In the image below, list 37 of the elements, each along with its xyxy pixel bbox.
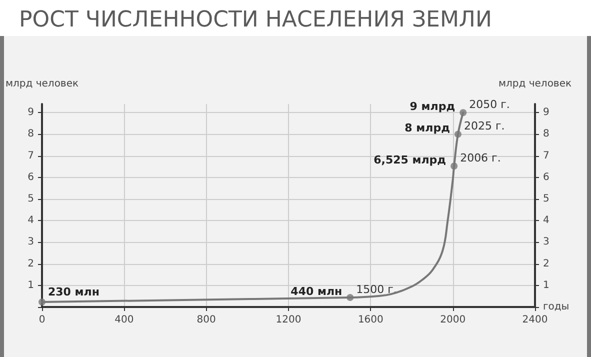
- y2-tick-label: 9: [543, 107, 550, 118]
- y-tick-label: 2: [28, 258, 34, 270]
- y2-tick-label: 8: [543, 128, 550, 140]
- x-tick-label: 2400: [522, 314, 548, 326]
- annotation: 2025 г.: [464, 120, 505, 133]
- x-tick-label: 1600: [358, 314, 384, 326]
- y-tick-label: 4: [28, 215, 34, 226]
- annotation: 6,525 млрд: [374, 154, 446, 167]
- annotation: 230 млн: [48, 286, 100, 299]
- y2-tick-label: 7: [543, 150, 550, 162]
- x-tick-label: 2000: [440, 314, 466, 326]
- y-tick-label: 6: [28, 172, 34, 183]
- annotation: 440 млн: [290, 285, 342, 298]
- y-tick-label: 8: [28, 128, 34, 140]
- y-tick-label: 9: [28, 107, 34, 118]
- annotation: 2006 г.: [460, 152, 501, 165]
- y2-tick-label: 6: [543, 172, 550, 183]
- y2-tick-label: 2: [543, 258, 550, 270]
- y-tick-label: 3: [28, 236, 34, 248]
- y-tick-label: 5: [28, 194, 34, 205]
- y2-axis-title: млрд человек: [498, 78, 572, 90]
- y2-tick-label: 3: [543, 236, 550, 248]
- annotation: 8 млрд: [404, 122, 450, 135]
- x-tick-label: 0: [38, 314, 46, 326]
- y2-tick-label: 4: [543, 215, 550, 226]
- x-tick-label: 1200: [276, 314, 302, 326]
- y2-tick-label: 1: [543, 280, 550, 291]
- annotation: 2050 г.: [469, 98, 510, 112]
- x-tick-label: 400: [114, 314, 134, 326]
- y-axis-title: млрд человек: [5, 78, 79, 90]
- x-tick-label: 800: [196, 314, 216, 326]
- y-tick-label: 1: [28, 280, 34, 291]
- y2-tick-label: 5: [543, 194, 550, 205]
- chart-title: РОСТ ЧИСЛЕННОСТИ НАСЕЛЕНИЯ ЗЕМЛИ: [19, 8, 492, 32]
- x-axis-title: годы: [543, 302, 570, 312]
- y-tick-label: 7: [28, 150, 34, 162]
- annotation: 9 млрд: [410, 100, 456, 114]
